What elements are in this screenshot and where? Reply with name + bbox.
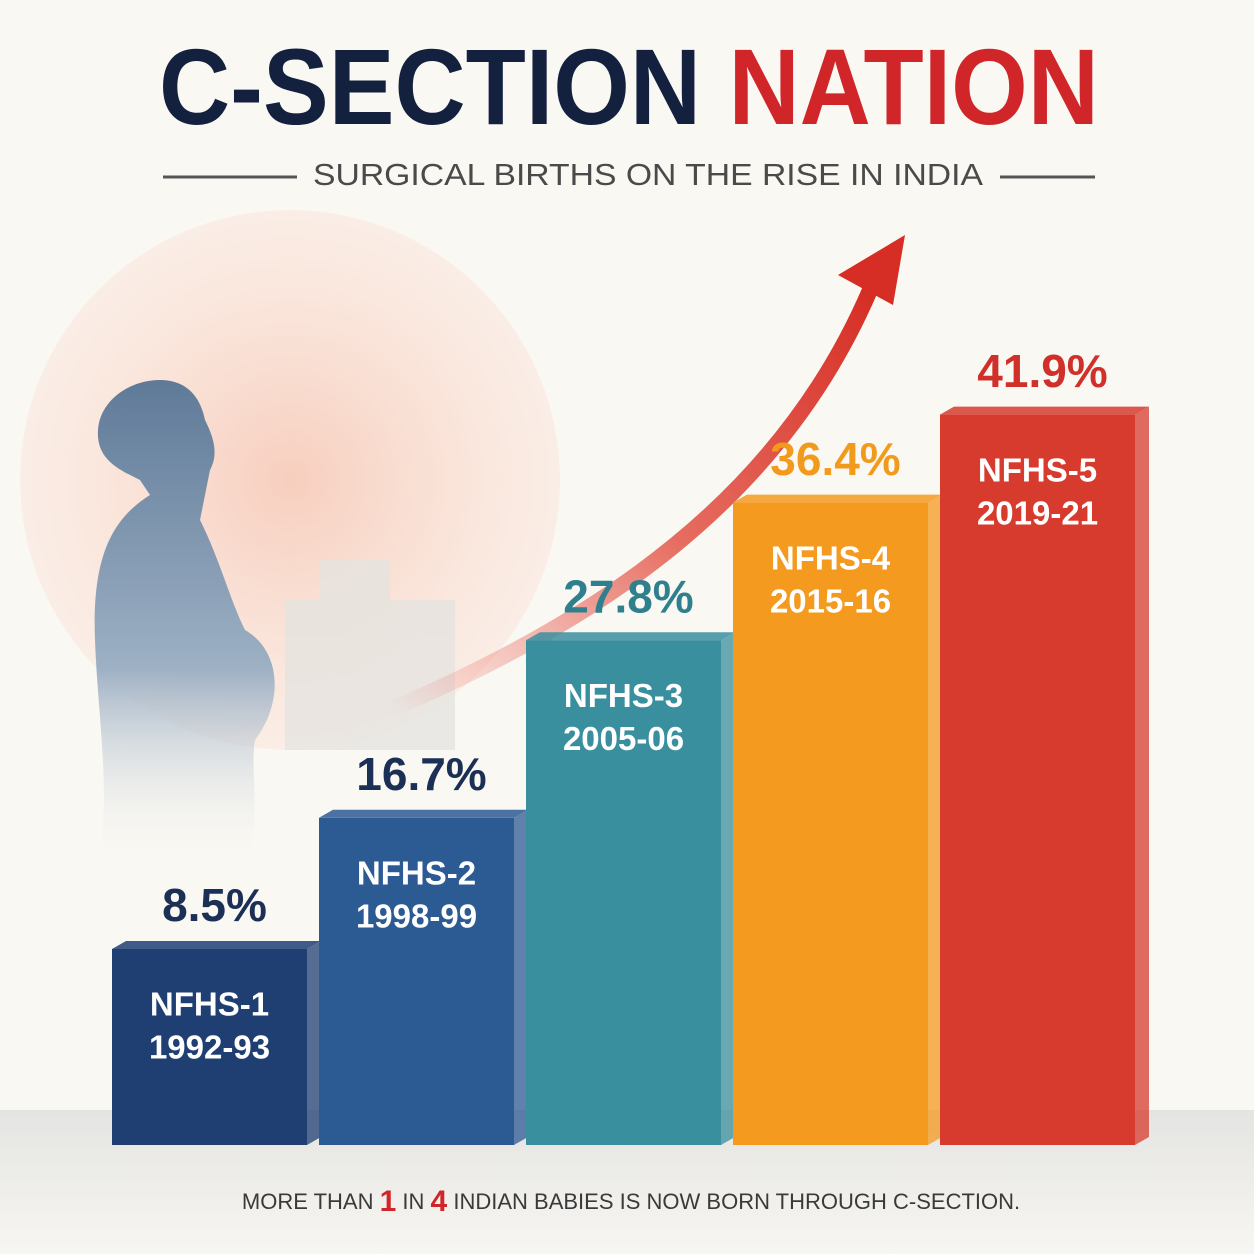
bar-top: [733, 494, 942, 503]
title-main: C-SECTION: [159, 26, 701, 147]
period-label: 1992-93: [149, 1029, 270, 1066]
bar: [112, 949, 307, 1145]
bar-side: [307, 941, 321, 1145]
footnote-highlight: 1: [380, 1185, 397, 1218]
period-label: 2015-16: [770, 582, 891, 619]
bar-top: [112, 941, 321, 949]
period-label: 1998-99: [356, 898, 477, 935]
category-label: NFHS-1: [150, 986, 269, 1023]
bar-top: [319, 809, 528, 818]
woman-silhouette: [94, 380, 275, 860]
period-label: 2019-21: [977, 494, 1098, 531]
bar-side: [1135, 406, 1149, 1146]
category-label: NFHS-5: [978, 451, 1097, 488]
footnote-text: INDIAN BABIES IS NOW BORN THROUGH C-SECT…: [453, 1189, 1020, 1214]
bar-top: [526, 632, 735, 641]
bar-side: [721, 632, 735, 1145]
bar-side: [928, 494, 942, 1146]
category-label: NFHS-3: [564, 677, 683, 714]
bar: [319, 817, 514, 1145]
trend-arrow: [386, 286, 878, 718]
value-label: 36.4%: [770, 433, 900, 485]
footnote-text: MORE THAN: [242, 1189, 374, 1214]
category-label: NFHS-2: [357, 855, 476, 892]
footnote-highlight: 4: [431, 1185, 448, 1218]
value-label: 27.8%: [563, 570, 693, 622]
value-label: 8.5%: [162, 879, 267, 931]
bar: [940, 414, 1135, 1146]
bar-top: [940, 406, 1149, 415]
hospital-icon: [285, 560, 455, 750]
bar-side: [514, 809, 528, 1145]
arrow-head: [838, 235, 905, 305]
category-label: NFHS-4: [771, 539, 891, 576]
bar: [526, 640, 721, 1145]
bar: [733, 502, 928, 1146]
value-label: 16.7%: [356, 748, 486, 800]
chart-title: C-SECTION NATION: [159, 26, 1099, 147]
value-label: 41.9%: [977, 345, 1107, 397]
period-label: 2005-06: [563, 720, 684, 757]
subtitle: SURGICAL BIRTHS ON THE RISE IN INDIA: [313, 157, 983, 192]
title-highlight: NATION: [729, 26, 1099, 147]
footnote-text: IN: [402, 1189, 424, 1214]
footnote: MORE THAN 1 IN 4 INDIAN BABIES IS NOW BO…: [242, 1185, 1020, 1218]
